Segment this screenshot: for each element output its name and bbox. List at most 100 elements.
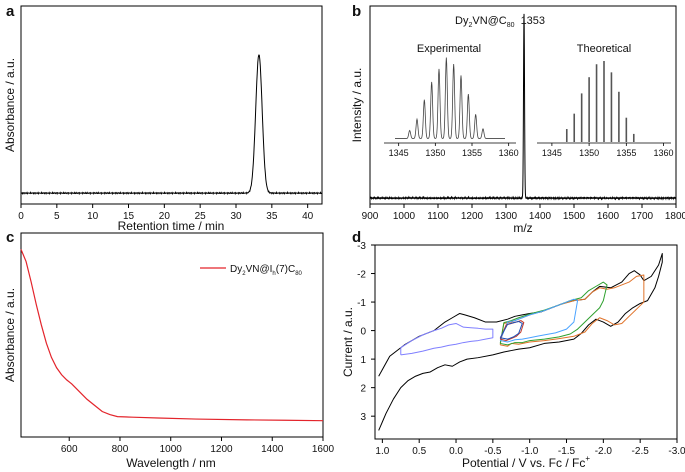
panel-letter-d: d xyxy=(352,229,361,246)
plot-frame xyxy=(374,244,678,440)
x-axis-tick-label: 1800 xyxy=(665,211,685,222)
x-axis-tick-label: 1000 xyxy=(393,211,416,222)
y-axis-tick-label: -2 xyxy=(357,270,366,281)
peak-label-species-sub: 2 xyxy=(468,22,472,29)
x-axis-label: m/z xyxy=(513,221,532,235)
y-axis-label: Absorbance / a.u. xyxy=(3,58,17,152)
y-axis-label: Current / a.u. xyxy=(341,307,355,377)
x-axis-tick-label: 25 xyxy=(195,211,207,222)
inset-title: Experimental xyxy=(417,43,481,55)
x-axis-tick-label: 1600 xyxy=(312,444,335,455)
panel-a: 0 5 10 15 20 25 30 35 40 Retention time / min Ab… xyxy=(3,5,323,233)
legend: Dy2VN@Ih(7)C80 xyxy=(200,264,303,277)
inset-title: Theoretical xyxy=(577,43,631,55)
inset-tick-label: 1360 xyxy=(654,148,674,158)
inset-tick-label: 1345 xyxy=(542,148,562,158)
peak-label: Dy2VN@C80 1353 xyxy=(455,15,545,29)
legend-sub: 2 xyxy=(242,271,246,277)
x-axis-tick-label: 1200 xyxy=(210,444,233,455)
plot-frame xyxy=(369,5,677,205)
x-axis-ticks: 900 1000 1100 1200 1300 1400 1500 1600 1700 1800 xyxy=(362,204,685,222)
peak-label-value: 1353 xyxy=(521,15,545,27)
inset-tick-label: 1350 xyxy=(579,148,599,158)
x-axis-label: Potential / V vs. Fc / Fc+ xyxy=(462,454,590,470)
x-axis-tick-label: 1700 xyxy=(631,211,654,222)
legend-sub: h xyxy=(272,271,275,277)
x-axis-tick-label: 900 xyxy=(362,211,379,222)
x-axis-tick-label: 20 xyxy=(159,211,171,222)
x-axis-tick-label: -3.0 xyxy=(668,446,685,457)
chromatogram-trace xyxy=(20,54,323,196)
plot-frame xyxy=(20,5,323,205)
cv-curve-1 xyxy=(400,322,494,356)
y-axis-tick-label: 1 xyxy=(360,355,366,366)
y-axis-label: Intensity / a.u. xyxy=(350,68,364,143)
cv-curve-6 xyxy=(499,320,523,340)
x-axis-tick-label: 1200 xyxy=(461,211,484,222)
x-axis-tick-label: 30 xyxy=(230,211,242,222)
absorption-spectrum xyxy=(20,249,324,422)
panel-d: 1.0 0.5 0.0 -0.5 -1.0 -1.5 -2.0 -2.5 -3.0 3 2 1 0 -1 -… xyxy=(341,241,685,470)
inset-theoretical: Theoretical 1345 1350 1355 1360 xyxy=(537,43,674,158)
panel-c: 600 800 1000 1200 1400 1600 Dy2VN@Ih(7)C80 Wa… xyxy=(3,232,335,470)
inset-tick-label: 1355 xyxy=(462,148,482,158)
cv-curve-4 xyxy=(499,298,579,343)
x-axis-tick-label: 15 xyxy=(123,211,135,222)
inset-tick-label: 1355 xyxy=(616,148,636,158)
x-axis-ticks: 0 5 10 15 20 25 30 35 40 xyxy=(18,204,314,222)
x-axis-tick-label: 800 xyxy=(112,444,129,455)
inset-tick-label: 1350 xyxy=(425,148,445,158)
x-axis-tick-label: 0.5 xyxy=(412,446,426,457)
y-axis-tick-label: -3 xyxy=(357,241,366,252)
inset-experimental: Experimental 1345 1350 1355 1360 xyxy=(384,43,519,158)
x-axis-tick-label: -1.0 xyxy=(521,446,539,457)
x-axis-tick-label: 10 xyxy=(87,211,99,222)
x-axis-tick-label: -2.5 xyxy=(632,446,650,457)
plot-frame xyxy=(20,232,324,438)
inset-tick-label: 1360 xyxy=(499,148,519,158)
x-axis-label: Wavelength / nm xyxy=(126,456,216,470)
x-axis-tick-label: 1000 xyxy=(160,444,183,455)
cv-curve-2 xyxy=(499,274,645,347)
cv-curve-3 xyxy=(499,281,608,346)
panel-letter-b: b xyxy=(352,3,361,20)
panel-letter-c: c xyxy=(6,229,14,246)
panel-b: 900 1000 1100 1200 1300 1400 1500 1600 1700 1800 … xyxy=(350,5,685,235)
cv-curves xyxy=(378,253,663,431)
axis-ticks: 1.0 0.5 0.0 -0.5 -1.0 -1.5 -2.0 -2.5 -3.0 3 2 1 0 -1 -… xyxy=(357,241,685,457)
legend-part: VN@I xyxy=(246,264,273,275)
x-axis-tick-label: 1100 xyxy=(427,211,449,222)
cv-curve-0 xyxy=(378,253,663,431)
x-axis-tick-label: 1.0 xyxy=(375,446,389,457)
x-axis-label-sup: + xyxy=(585,454,590,463)
x-axis-tick-label: 1400 xyxy=(529,211,552,222)
panel-letter-a: a xyxy=(6,3,15,20)
peak-label-species-sub2: 80 xyxy=(507,22,515,29)
x-axis-tick-label: 1600 xyxy=(597,211,620,222)
y-axis-label: Absorbance / a.u. xyxy=(3,288,17,382)
x-axis-tick-label: -0.5 xyxy=(484,446,502,457)
y-axis-tick-label: 3 xyxy=(360,412,366,423)
x-axis-label: Retention time / min xyxy=(118,219,225,233)
x-axis-tick-label: 600 xyxy=(61,444,78,455)
isotope-pattern xyxy=(395,57,505,139)
legend-part: (7)C xyxy=(276,264,295,275)
peak-label-species-mid: VN@C xyxy=(472,15,506,27)
x-axis-tick-label: 0 xyxy=(18,211,24,222)
y-axis-tick-label: -1 xyxy=(357,298,366,309)
x-axis-ticks: 600 800 1000 1200 1400 1600 xyxy=(61,437,335,455)
legend-label: Dy2VN@Ih(7)C80 xyxy=(230,264,303,277)
x-axis-tick-label: 1500 xyxy=(563,211,586,222)
inset-tick-label: 1345 xyxy=(389,148,409,158)
legend-sub: 80 xyxy=(295,271,302,277)
peak-label-species: Dy xyxy=(455,15,469,27)
x-axis-tick-label: 40 xyxy=(302,211,314,222)
x-axis-label-main: Potential / V vs. Fc / Fc xyxy=(462,456,585,470)
x-axis-tick-label: 5 xyxy=(54,211,60,222)
x-axis-tick-label: 0.0 xyxy=(449,446,463,457)
x-axis-tick-label: 1300 xyxy=(495,211,518,222)
x-axis-tick-label: 35 xyxy=(266,211,278,222)
x-axis-tick-label: 1400 xyxy=(261,444,284,455)
x-axis-tick-label: -1.5 xyxy=(558,446,576,457)
